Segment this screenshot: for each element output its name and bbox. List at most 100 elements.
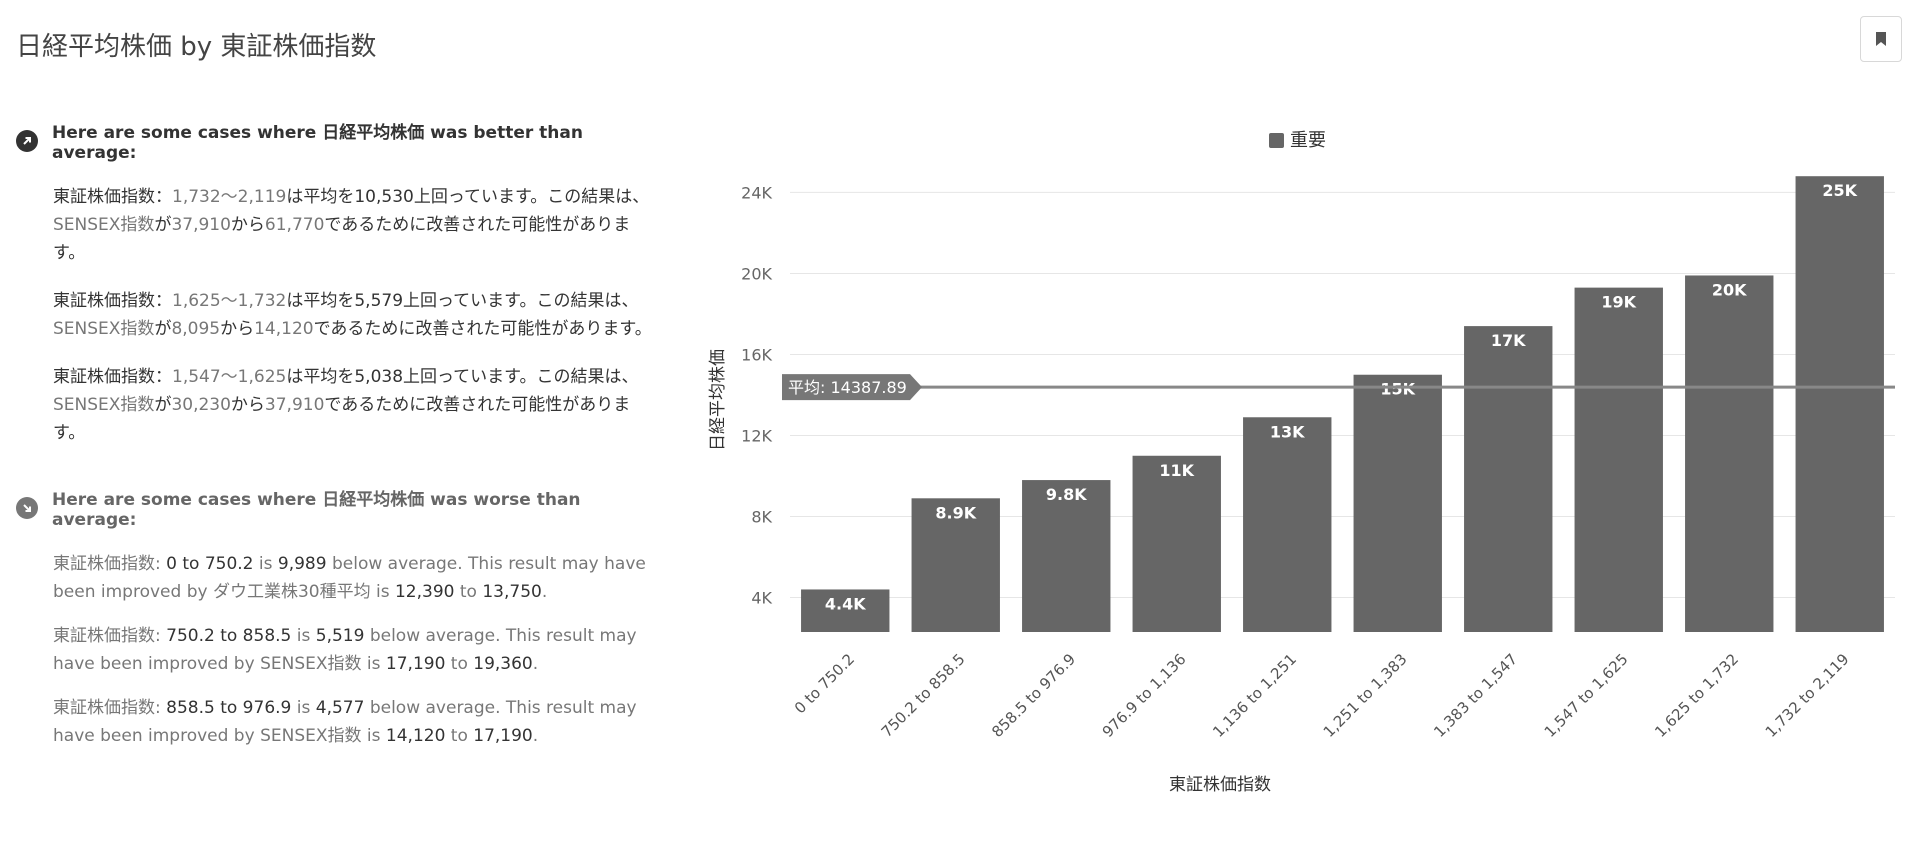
item-text: は平均を xyxy=(286,291,355,311)
better-item: 東証株価指数：1,547～1,625は平均を5,038上回っています。この結果は… xyxy=(53,363,656,447)
bar xyxy=(801,589,890,632)
bar xyxy=(911,498,1000,632)
item-to: 13,750 xyxy=(482,582,542,602)
better-item: 東証株価指数：1,732～2,119は平均を10,530上回っています。この結果… xyxy=(53,183,656,267)
item-text: は平均を xyxy=(286,187,355,207)
bookmark-button[interactable] xyxy=(1860,16,1902,62)
item-from: 12,390 xyxy=(394,582,455,602)
y-tick-label: 4K xyxy=(751,589,772,608)
item-text: 上回っています。この結果は、 xyxy=(403,367,639,387)
bar xyxy=(1243,417,1332,632)
item-amount: 4,577 xyxy=(315,698,365,718)
bar-data-label: 17K xyxy=(1491,331,1526,350)
item-from: 37,910 xyxy=(171,215,231,235)
average-label-bg xyxy=(782,374,922,401)
item-label: 東証株価指数: xyxy=(53,626,167,646)
worse-section: Here are some cases where 日経平均株価 was wor… xyxy=(16,485,656,750)
item-to: 19,360 xyxy=(473,654,533,674)
item-range: 858.5 to 976.9 xyxy=(166,698,292,718)
arrow-down-right-icon xyxy=(16,496,38,519)
bar-chart: 重要 4K 8K 12K 16K 20K 24K 4.4K 0 to 750.2 8.9K 750.… xyxy=(690,110,1910,814)
item-text: から xyxy=(220,319,255,339)
bar-data-label: 25K xyxy=(1822,181,1857,200)
item-label: 東証株価指数： xyxy=(53,187,172,207)
bar-data-label: 19K xyxy=(1601,293,1636,312)
item-driver: SENSEX指数 xyxy=(53,319,155,339)
item-range: 1,625～1,732 xyxy=(172,291,287,311)
item-to: 37,910 xyxy=(264,395,325,415)
worse-list: 東証株価指数: 0 to 750.2 is 9,989 below averag… xyxy=(16,550,656,750)
item-label: 東証株価指数： xyxy=(53,291,172,311)
item-text: below average. This result may have been… xyxy=(53,554,646,602)
bar xyxy=(1795,176,1884,633)
item-driver: ダウ工業株30種平均 xyxy=(212,582,371,602)
legend-label: 重要 xyxy=(1290,130,1326,151)
item-driver: SENSEX指数 xyxy=(260,726,362,746)
bar-data-label: 9.8K xyxy=(1046,485,1087,504)
x-tick-label: 1,251 to 1,383 xyxy=(1320,650,1411,741)
worse-heading: Here are some cases where 日経平均株価 was wor… xyxy=(16,485,656,530)
item-text: to xyxy=(445,654,474,674)
y-tick-label: 16K xyxy=(741,345,772,364)
item-text: であるために改善された可能性があります。 xyxy=(53,215,631,263)
x-tick-label: 858.5 to 976.9 xyxy=(988,650,1079,741)
item-text: . xyxy=(532,654,539,674)
item-text: であるために改善された可能性があります。 xyxy=(313,319,652,339)
x-axis-title: 東証株価指数 xyxy=(1169,775,1271,795)
item-range: 0 to 750.2 xyxy=(166,554,254,574)
x-tick-label: 1,732 to 2,119 xyxy=(1762,650,1853,741)
better-item: 東証株価指数：1,625～1,732は平均を5,579上回っています。この結果は… xyxy=(53,287,656,343)
average-label: 平均: 14387.89 xyxy=(788,378,907,397)
item-text: が xyxy=(154,395,172,415)
bar xyxy=(1353,374,1442,632)
item-text: が xyxy=(154,215,172,235)
item-from: 30,230 xyxy=(171,395,231,415)
item-to: 14,120 xyxy=(254,319,314,339)
page-title: 日経平均株価 by 東証株価指数 xyxy=(16,32,377,62)
y-axis-title: 日経平均株価 xyxy=(708,349,728,451)
x-tick-label: 1,547 to 1,625 xyxy=(1541,650,1632,741)
y-tick-label: 8K xyxy=(751,508,772,527)
item-label: 東証株価指数: xyxy=(53,698,167,718)
item-text: is xyxy=(291,626,316,646)
item-text: to xyxy=(445,726,474,746)
item-range: 750.2 to 858.5 xyxy=(166,626,292,646)
x-tick-label: 1,136 to 1,251 xyxy=(1209,650,1300,741)
item-text: is xyxy=(361,654,386,674)
item-text: . xyxy=(532,726,539,746)
worse-item: 東証株価指数: 858.5 to 976.9 is 4,577 below av… xyxy=(53,694,656,750)
bar xyxy=(1022,480,1111,632)
better-heading: Here are some cases where 日経平均株価 was bet… xyxy=(16,118,656,163)
x-tick-label: 0 to 750.2 xyxy=(791,650,858,717)
item-text: であるために改善された可能性があります。 xyxy=(53,395,631,443)
better-section: Here are some cases where 日経平均株価 was bet… xyxy=(16,118,656,447)
x-tick-label: 1,625 to 1,732 xyxy=(1651,650,1742,741)
item-to: 61,770 xyxy=(264,215,325,235)
y-tick-label: 12K xyxy=(741,427,772,446)
bar xyxy=(1574,287,1663,632)
item-text: is xyxy=(370,582,395,602)
item-amount: 5,038 xyxy=(354,367,404,387)
better-list: 東証株価指数：1,732～2,119は平均を10,530上回っています。この結果… xyxy=(16,183,656,447)
bar-data-label: 8.9K xyxy=(935,503,976,522)
arrow-up-right-icon xyxy=(16,129,38,152)
y-tick-label: 20K xyxy=(741,264,772,283)
bar-data-label: 20K xyxy=(1712,280,1747,299)
bookmark-icon xyxy=(1876,32,1886,46)
item-text: 上回っています。この結果は、 xyxy=(403,291,639,311)
item-label: 東証株価指数： xyxy=(53,367,172,387)
item-text: 上回っています。この結果は、 xyxy=(413,187,650,207)
item-amount: 5,579 xyxy=(354,291,404,311)
x-tick-label: 976.9 to 1,136 xyxy=(1099,650,1190,741)
item-from: 8,095 xyxy=(171,319,221,339)
item-text: below average. This result may have been… xyxy=(53,626,637,674)
item-amount: 5,519 xyxy=(315,626,365,646)
bar-data-label: 13K xyxy=(1270,422,1305,441)
item-text: to xyxy=(454,582,483,602)
item-label: 東証株価指数: xyxy=(53,554,167,574)
item-amount: 9,989 xyxy=(277,554,327,574)
item-text: . xyxy=(541,582,548,602)
bar xyxy=(1464,326,1553,632)
bar-data-label: 4.4K xyxy=(825,594,866,613)
item-text: is xyxy=(253,554,278,574)
